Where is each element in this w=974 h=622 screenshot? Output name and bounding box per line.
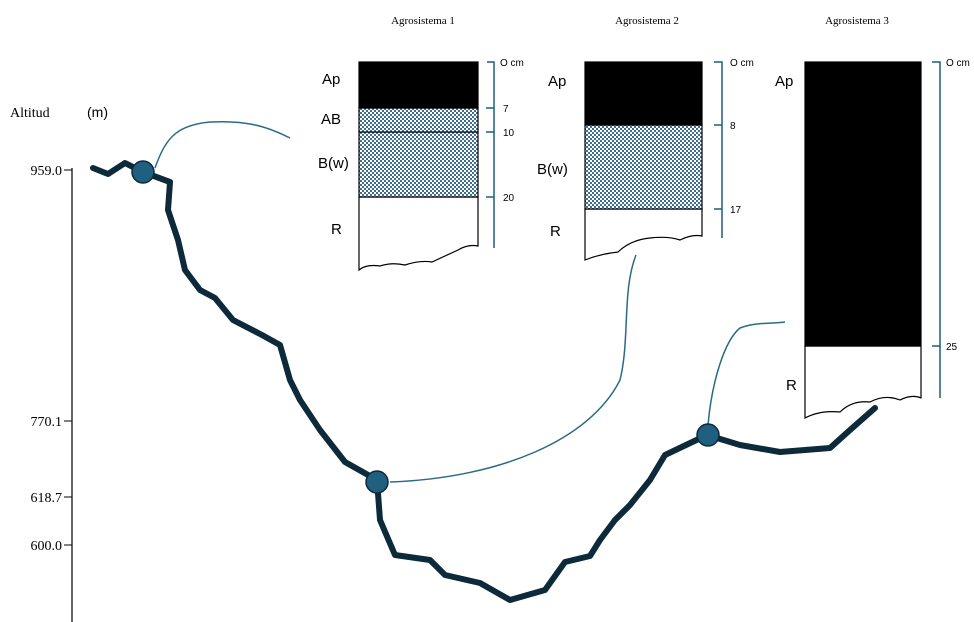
altitude-axis: Altitud (m) 959.0 770.1 618.7 600.0 bbox=[10, 104, 108, 622]
depth-label: O cm bbox=[730, 58, 754, 69]
depth-label: 17 bbox=[730, 205, 742, 216]
horizon-label: AB bbox=[321, 111, 341, 128]
depth-label: 25 bbox=[946, 342, 958, 353]
depth-label: 8 bbox=[730, 121, 736, 132]
soil-profile: Agrosistema 3 O cm 25 Ap R bbox=[775, 15, 970, 419]
depth-label: 10 bbox=[503, 128, 515, 139]
horizon-label: B(w) bbox=[318, 155, 349, 172]
horizon-label: R bbox=[331, 221, 342, 238]
tick-label: 959.0 bbox=[31, 164, 63, 179]
tick-label: 618.7 bbox=[31, 491, 63, 506]
depth-label: O cm bbox=[946, 58, 970, 69]
connector bbox=[154, 120, 291, 169]
horizon-label: R bbox=[786, 377, 797, 394]
connector bbox=[389, 254, 637, 483]
horizon-label: Ap bbox=[322, 71, 340, 88]
depth-label: 7 bbox=[503, 104, 509, 115]
horizon-label: R bbox=[550, 223, 561, 240]
axis-unit: (m) bbox=[87, 104, 108, 120]
horizon-label: B(w) bbox=[537, 161, 568, 178]
tick-label: 770.1 bbox=[31, 415, 63, 430]
connector bbox=[707, 321, 786, 426]
site-marker bbox=[365, 470, 389, 494]
terrain bbox=[90, 160, 878, 603]
site-marker bbox=[696, 423, 720, 447]
depth-label: O cm bbox=[500, 58, 524, 69]
profile-title: Agrosistema 2 bbox=[615, 15, 679, 27]
axis-title: Altitud bbox=[10, 106, 50, 121]
depth-label: 20 bbox=[503, 193, 515, 204]
soil-profile: Agrosistema 1 O cm 7 10 20 Ap AB B(w) R bbox=[318, 15, 524, 272]
site-marker bbox=[131, 160, 155, 184]
profile-title: Agrosistema 1 bbox=[391, 15, 455, 27]
profile-title: Agrosistema 3 bbox=[825, 15, 889, 27]
horizon-label: Ap bbox=[548, 73, 566, 90]
tick-label: 600.0 bbox=[31, 539, 63, 554]
soil-profile: Agrosistema 2 O cm 8 17 Ap B(w) R bbox=[537, 15, 754, 261]
horizon-label: Ap bbox=[775, 73, 793, 90]
